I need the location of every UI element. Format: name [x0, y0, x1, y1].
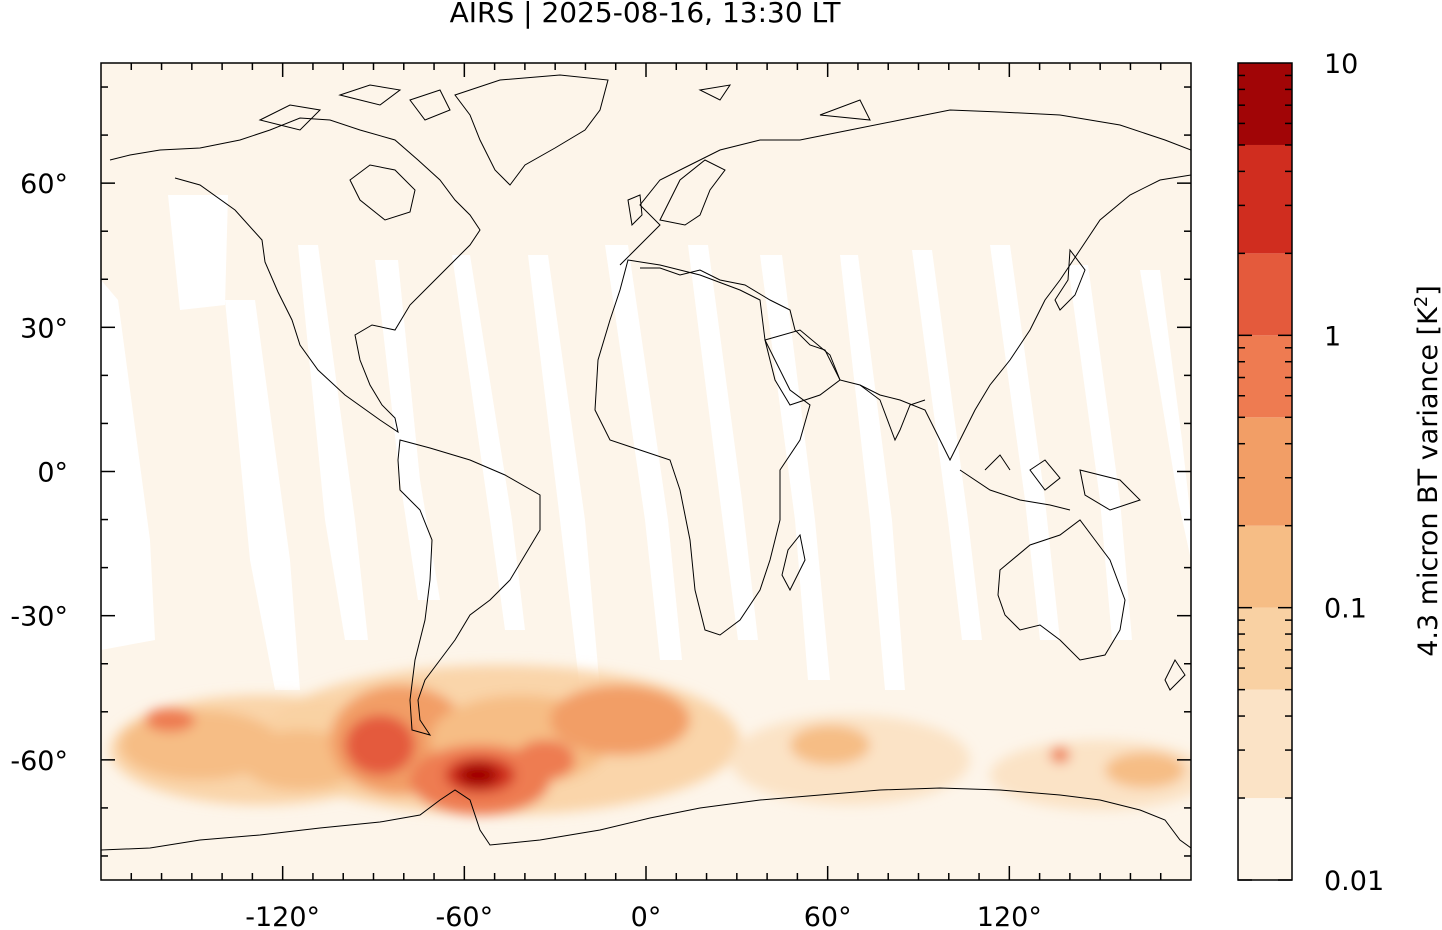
- swath-gap: [452, 255, 525, 630]
- coastline-eurasia: [619, 109, 1191, 462]
- swath-gap: [375, 260, 440, 600]
- swath-gap: [225, 300, 300, 690]
- coastline-indonesia: [959, 454, 1141, 511]
- colorbar: [1238, 63, 1292, 880]
- colorbar-label: 4.3 micron BT variance [K2]: [1411, 285, 1442, 657]
- swath-gaps: [101, 195, 1191, 690]
- coastline-madagascar: [781, 533, 806, 592]
- swath-gap: [840, 255, 905, 690]
- colorbar-band: [1238, 335, 1292, 418]
- swath-gap: [760, 255, 830, 680]
- map-plot-area: [101, 63, 1191, 880]
- swath-gap: [912, 250, 982, 640]
- colorbar-tick-label: 0.1: [1324, 594, 1367, 625]
- coastline-australia: [997, 519, 1126, 661]
- coastline-scandinavia: [659, 159, 726, 226]
- coastlines: [101, 74, 1191, 851]
- coastline-british-isles: [627, 194, 643, 227]
- colorbar-tick-label: 10: [1324, 49, 1358, 80]
- variance-field: [110, 665, 1191, 815]
- swath-gap: [101, 280, 155, 650]
- colorbar-band: [1238, 253, 1292, 336]
- coastline-arabia: [764, 329, 841, 406]
- coastline-india: [859, 384, 926, 442]
- swath-gap: [168, 195, 228, 310]
- swath-gap: [528, 255, 600, 690]
- swath-gap: [1068, 265, 1132, 640]
- map-title: AIRS | 2025-08-16, 13:30 LT: [449, 0, 841, 29]
- colorbar-label-main: 4.3 micron BT variance [K: [1413, 306, 1442, 657]
- colorbar-band: [1238, 417, 1292, 526]
- coastline-new-zealand: [1164, 659, 1186, 691]
- y-tick-label: 60°: [20, 169, 68, 200]
- map-ticks: [101, 63, 1191, 880]
- x-tick-label: -60°: [436, 902, 494, 930]
- colorbar-ticks: [1238, 74, 1292, 881]
- colorbar-tick-label: 0.01: [1324, 866, 1384, 897]
- coastline-greenland: [454, 74, 609, 186]
- colorbar-band: [1238, 63, 1292, 145]
- colorbar-frame: [1237, 62, 1293, 881]
- colorbar-band: [1238, 525, 1292, 608]
- y-tick-label: 0°: [37, 458, 68, 489]
- swath-gap: [688, 245, 758, 640]
- coastline-hudson-bay: [349, 164, 416, 221]
- x-tick-label: -120°: [245, 902, 320, 930]
- colorbar-tick-label: 1: [1324, 321, 1341, 352]
- colorbar-band: [1238, 798, 1292, 880]
- swath-gap: [605, 245, 682, 660]
- coastline-japan: [1054, 248, 1086, 311]
- colorbar-label-end: ]: [1413, 285, 1442, 296]
- y-tick-label: 30°: [20, 313, 68, 344]
- coastline-arctic-islands: [258, 84, 871, 131]
- colorbar-label-exp: 2: [1411, 296, 1432, 307]
- coastline-north-america: [109, 117, 481, 434]
- swath-gap: [1140, 270, 1191, 560]
- colorbar-band: [1238, 607, 1292, 690]
- swath-gap: [298, 245, 368, 640]
- map-tick-labels: -120° -60° 0° 60° 120° 60° 30° 0° -30° -60°: [10, 169, 1041, 930]
- coastline-south-america: [397, 439, 541, 736]
- y-tick-label: -30°: [10, 602, 68, 633]
- colorbar-tick-labels: 10 1 0.1 0.01: [1324, 49, 1384, 897]
- colorbar-band: [1238, 689, 1292, 799]
- coastline-africa: [594, 259, 811, 636]
- x-tick-label: 60°: [804, 902, 852, 930]
- colorbar-band: [1238, 144, 1292, 254]
- coastline-antarctica: [101, 787, 1191, 851]
- y-tick-label: -60°: [10, 746, 68, 777]
- x-tick-label: 120°: [977, 902, 1042, 930]
- x-tick-label: 0°: [631, 902, 662, 930]
